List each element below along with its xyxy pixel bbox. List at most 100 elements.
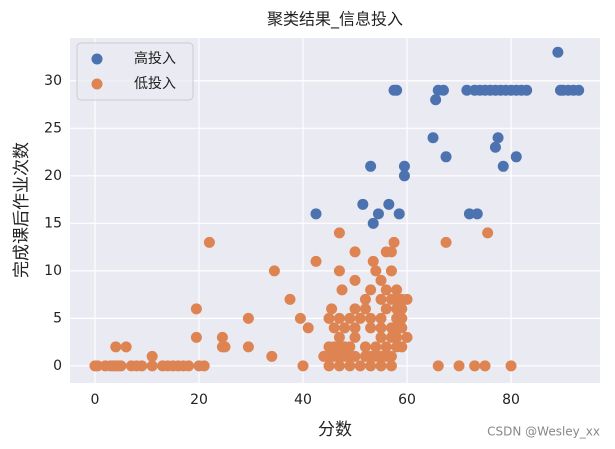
point bbox=[367, 255, 379, 267]
legend-marker bbox=[91, 78, 103, 90]
point bbox=[375, 312, 387, 324]
point bbox=[268, 265, 280, 277]
point bbox=[375, 293, 387, 305]
point bbox=[380, 303, 392, 315]
point bbox=[365, 284, 377, 296]
point bbox=[396, 341, 408, 353]
point bbox=[365, 160, 377, 172]
point bbox=[190, 331, 202, 343]
point bbox=[219, 341, 231, 353]
chart-title: 聚类结果_信息投入 bbox=[267, 10, 403, 30]
point bbox=[333, 265, 345, 277]
point bbox=[339, 322, 351, 334]
point bbox=[479, 360, 491, 372]
point bbox=[432, 360, 444, 372]
point bbox=[375, 331, 387, 343]
point bbox=[469, 360, 481, 372]
point bbox=[333, 360, 345, 372]
y-tick-label: 30 bbox=[44, 73, 62, 89]
point bbox=[521, 84, 533, 96]
point bbox=[349, 246, 361, 258]
x-axis-label: 分数 bbox=[318, 420, 352, 440]
point bbox=[266, 350, 278, 362]
legend-box bbox=[76, 42, 194, 101]
point bbox=[310, 255, 322, 267]
point bbox=[302, 322, 314, 334]
point bbox=[370, 265, 382, 277]
point bbox=[190, 303, 202, 315]
x-tick-label: 0 bbox=[91, 392, 100, 408]
point bbox=[437, 84, 449, 96]
point bbox=[430, 94, 442, 106]
y-tick-label: 10 bbox=[44, 263, 62, 279]
point bbox=[375, 322, 387, 334]
point bbox=[440, 151, 452, 163]
point bbox=[349, 350, 361, 362]
y-tick-label: 0 bbox=[53, 358, 62, 374]
point bbox=[385, 265, 397, 277]
point bbox=[461, 84, 473, 96]
point bbox=[357, 198, 369, 210]
point bbox=[482, 227, 494, 239]
point bbox=[294, 312, 306, 324]
point bbox=[401, 331, 413, 343]
x-tick-label: 20 bbox=[190, 392, 208, 408]
point bbox=[375, 274, 387, 286]
point bbox=[573, 84, 585, 96]
point bbox=[440, 236, 452, 248]
point bbox=[323, 312, 335, 324]
point bbox=[380, 284, 392, 296]
point bbox=[359, 303, 371, 315]
point bbox=[463, 208, 475, 220]
point bbox=[136, 360, 148, 372]
point bbox=[401, 293, 413, 305]
point bbox=[375, 360, 387, 372]
point bbox=[344, 341, 356, 353]
point bbox=[146, 350, 158, 362]
y-axis-label: 完成课后作业次数 bbox=[12, 142, 32, 278]
x-tick-label: 40 bbox=[294, 392, 312, 408]
point bbox=[354, 312, 366, 324]
point bbox=[365, 322, 377, 334]
point bbox=[110, 341, 122, 353]
point bbox=[354, 360, 366, 372]
point bbox=[471, 208, 483, 220]
point bbox=[359, 293, 371, 305]
point bbox=[297, 360, 309, 372]
point bbox=[385, 360, 397, 372]
marks bbox=[89, 46, 585, 372]
point bbox=[391, 331, 403, 343]
point bbox=[92, 360, 104, 372]
point bbox=[242, 312, 254, 324]
point bbox=[333, 312, 345, 324]
point bbox=[552, 46, 564, 58]
point bbox=[146, 360, 158, 372]
point bbox=[385, 350, 397, 362]
point bbox=[365, 360, 377, 372]
point bbox=[398, 160, 410, 172]
point bbox=[396, 312, 408, 324]
point bbox=[349, 303, 361, 315]
point bbox=[242, 341, 254, 353]
point bbox=[383, 198, 395, 210]
y-tick-label: 5 bbox=[53, 310, 62, 326]
point bbox=[216, 331, 228, 343]
legend-label: 高投入 bbox=[134, 50, 176, 67]
point bbox=[198, 360, 210, 372]
point bbox=[396, 322, 408, 334]
point bbox=[323, 360, 335, 372]
point bbox=[344, 360, 356, 372]
legend-label: 低投入 bbox=[134, 76, 176, 92]
point bbox=[344, 312, 356, 324]
point bbox=[492, 132, 504, 144]
point bbox=[372, 208, 384, 220]
y-tick-label: 20 bbox=[44, 168, 62, 184]
point bbox=[115, 360, 127, 372]
point bbox=[326, 303, 338, 315]
point bbox=[359, 341, 371, 353]
point bbox=[284, 293, 296, 305]
x-tick-label: 60 bbox=[398, 392, 416, 408]
point bbox=[367, 217, 379, 229]
y-tick-label: 25 bbox=[44, 120, 62, 136]
